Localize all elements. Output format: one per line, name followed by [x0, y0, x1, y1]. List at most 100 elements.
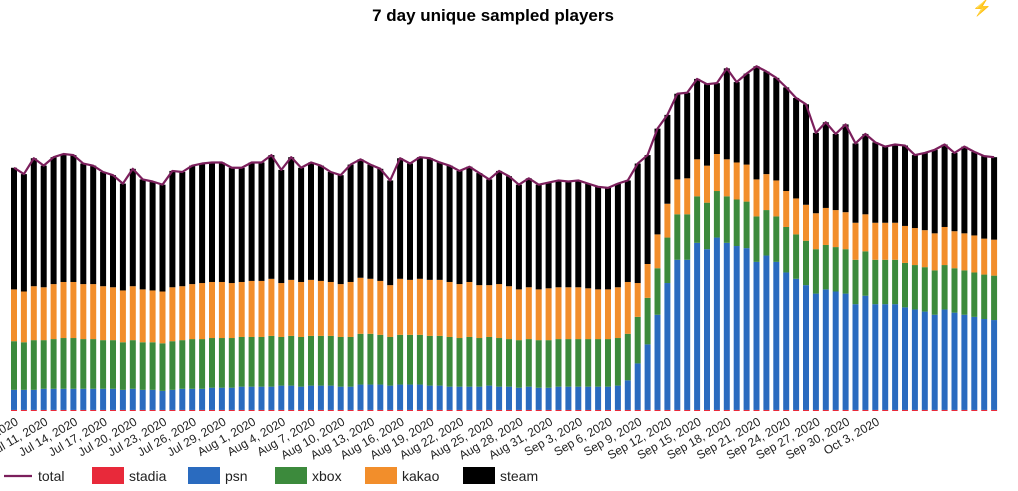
bar-segment-stadia [951, 409, 958, 411]
bar-segment-steam [496, 170, 503, 285]
bar-segment-steam [189, 165, 196, 285]
bar-segment-steam [466, 166, 473, 282]
bar-segment-xbox [723, 196, 730, 243]
bar-segment-psn [357, 384, 364, 410]
bar-segment-xbox [426, 335, 433, 386]
bar-segment-xbox [377, 334, 384, 385]
bar-segment-xbox [149, 342, 156, 390]
bar-segment-kakao [862, 214, 869, 252]
bar-segment-stadia [565, 409, 572, 411]
bar-segment-kakao [248, 280, 255, 337]
bar-segment-kakao [812, 213, 819, 250]
bar-segment-xbox [674, 214, 681, 260]
bar-segment-stadia [80, 409, 87, 411]
bar-segment-steam [575, 180, 582, 288]
bar-segment-steam [218, 162, 225, 282]
bar-segment-kakao [634, 283, 641, 317]
bar-segment-psn [892, 304, 899, 410]
bar-segment-psn [951, 312, 958, 410]
bar-segment-psn [713, 237, 720, 410]
legend-item-stadia[interactable]: stadia [92, 467, 167, 484]
bar-segment-psn [506, 386, 512, 410]
bar-segment-steam [446, 165, 453, 282]
bar-segment-steam [971, 151, 978, 236]
bar-segment-xbox [862, 251, 869, 296]
lightning-bolt-icon[interactable]: ⚡ [972, 0, 992, 17]
bar-segment-xbox [634, 316, 641, 364]
bar-segment-kakao [110, 287, 116, 341]
bar-segment-psn [614, 385, 621, 410]
bar-segment-xbox [80, 339, 87, 389]
bar-segment-xbox [981, 274, 988, 319]
bar-segment-xbox [248, 336, 255, 387]
bar-segment-steam [931, 149, 938, 234]
bar-segment-xbox [911, 265, 918, 310]
bar-segment-xbox [506, 339, 512, 387]
bar-segment-xbox [278, 336, 285, 386]
legend-item-psn[interactable]: psn [188, 467, 248, 484]
bar-segment-kakao [209, 281, 215, 339]
bar-segment-stadia [753, 409, 760, 411]
bar-segment-kakao [80, 284, 87, 340]
bar-segment-psn [624, 380, 631, 410]
bar-segment-kakao [139, 289, 146, 343]
bar-segment-psn [644, 344, 651, 410]
bar-segment-xbox [951, 268, 958, 313]
bar-segment-steam [80, 163, 87, 285]
bar-segment-xbox [991, 275, 998, 321]
legend-item-steam[interactable]: steam [463, 467, 538, 484]
bar-segment-kakao [357, 277, 364, 334]
bar-segment-psn [862, 295, 869, 410]
bar-segment-stadia [595, 409, 602, 411]
bar-segment-stadia [258, 409, 265, 411]
bar-segment-psn [545, 387, 552, 410]
bar-segment-steam [119, 183, 126, 291]
bar-segment-steam [288, 157, 295, 280]
bar-segment-stadia [694, 409, 701, 411]
bar-segment-xbox [555, 339, 562, 387]
bar-segment-steam [515, 184, 522, 290]
bar-segment-stadia [466, 409, 473, 411]
legend-item-xbox[interactable]: xbox [275, 467, 342, 484]
bar-segment-kakao [753, 179, 760, 217]
bar-segment-stadia [783, 409, 790, 411]
bar-segment-xbox [694, 196, 701, 243]
bar-segment-stadia [585, 409, 592, 411]
bar-segment-stadia [199, 409, 206, 411]
bar-segment-stadia [991, 409, 998, 411]
bar-segment-stadia [238, 409, 245, 411]
bar-segment-psn [931, 314, 938, 410]
bar-segment-steam [941, 144, 948, 227]
bar-segment-psn [991, 320, 998, 410]
bar-segment-xbox [446, 336, 453, 387]
bar-segment-steam [545, 182, 552, 289]
legend-swatch-psn [188, 467, 220, 484]
bar-segment-kakao [684, 178, 691, 215]
bar-segment-stadia [347, 409, 354, 411]
bar-segment-stadia [892, 409, 899, 411]
bar-segment-kakao [317, 280, 324, 336]
legend-item-kakao[interactable]: kakao [365, 467, 440, 484]
bar-segment-kakao [466, 281, 473, 337]
bar-segment-kakao [664, 203, 671, 238]
bar-segment-stadia [159, 409, 166, 411]
bar-segment-stadia [921, 409, 928, 411]
bar-segment-psn [258, 386, 265, 410]
bar-segment-xbox [803, 240, 809, 286]
bar-segment-steam [535, 184, 542, 290]
bar-segment-stadia [634, 409, 641, 411]
bar-segment-psn [20, 389, 27, 410]
bar-segment-kakao [407, 279, 413, 335]
bar-segment-psn [199, 388, 206, 410]
bar-segment-stadia [110, 409, 116, 411]
bar-segment-xbox [605, 339, 611, 387]
bar-segment-psn [971, 316, 978, 410]
bar-segment-stadia [179, 409, 186, 411]
bar-segment-steam [842, 124, 849, 213]
bar-segment-stadia [812, 409, 819, 411]
bar-segment-steam [317, 165, 324, 281]
bar-segment-kakao [614, 287, 621, 339]
bar-segment-steam [565, 181, 572, 288]
legend-item-total[interactable]: total [4, 468, 64, 484]
bar-segment-steam [803, 104, 809, 205]
